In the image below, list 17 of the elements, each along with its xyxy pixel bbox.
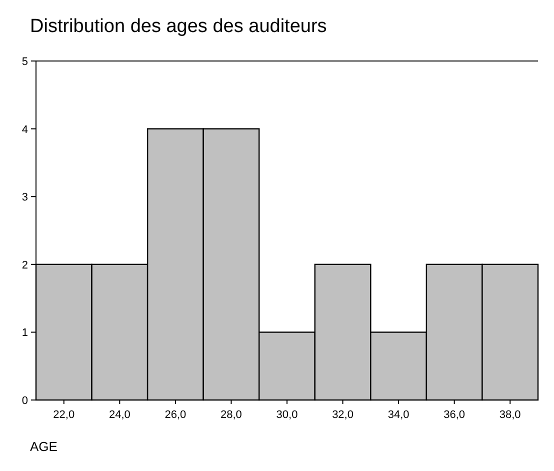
x-tick-label: 22,0 xyxy=(53,409,75,421)
chart-title: Distribution des ages des auditeurs xyxy=(30,16,327,37)
x-axis-title: AGE xyxy=(30,439,58,454)
y-tick-label: 5 xyxy=(22,56,28,68)
x-tick-label: 28,0 xyxy=(220,409,242,421)
x-tick-label: 26,0 xyxy=(164,409,186,421)
x-tick-label: 30,0 xyxy=(276,409,298,421)
x-tick-label: 34,0 xyxy=(388,409,410,421)
y-tick-label: 0 xyxy=(22,395,28,407)
y-tick-label: 2 xyxy=(22,259,28,272)
y-tick-label: 3 xyxy=(22,192,28,204)
x-tick-label: 24,0 xyxy=(108,409,130,421)
x-tick-label: 32,0 xyxy=(332,409,354,421)
x-tick-label: 36,0 xyxy=(444,409,466,421)
x-tick-label: 38,0 xyxy=(499,409,521,421)
y-tick-label: 1 xyxy=(22,327,28,340)
y-tick-label: 4 xyxy=(22,124,28,136)
